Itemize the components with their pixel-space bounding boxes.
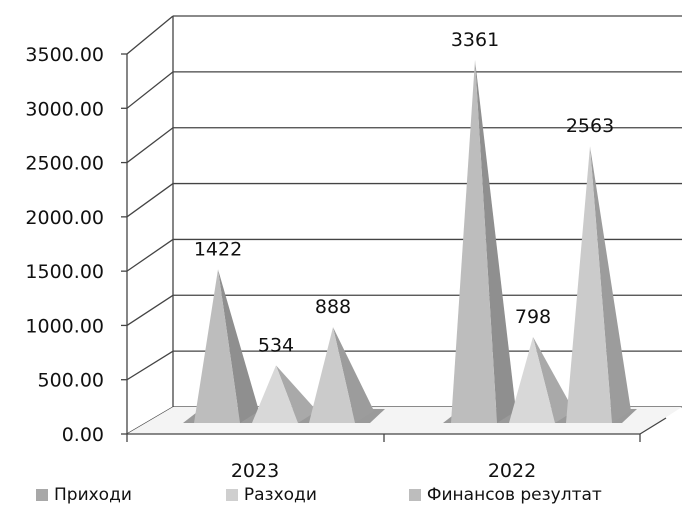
pyramid-side-face <box>276 365 317 423</box>
gridline-side <box>126 15 174 55</box>
y-tick-label: 1500.00 <box>25 261 104 283</box>
legend-item-prihodi: Приходи <box>36 485 132 505</box>
y-tick-label: 0.00 <box>62 424 104 446</box>
data-label: 2563 <box>566 115 614 137</box>
legend-item-razhodi: Разходи <box>225 485 317 505</box>
legend: Приходи Разходи Финансов резултат <box>36 484 676 506</box>
y-tick-label: 3000.00 <box>25 98 104 120</box>
pyramid-side-face <box>533 336 574 423</box>
pyramid-chart: 0.00 500.00 1000.00 1500.00 2000.00 2500.00 30… <box>25 15 682 482</box>
data-label: 1422 <box>194 238 242 260</box>
legend-swatch-razhodi <box>225 489 238 501</box>
pyramid-front-face <box>309 327 355 423</box>
gridline-side <box>126 127 174 164</box>
x-category-label: 2022 <box>488 460 536 482</box>
pyramid-side-face <box>475 60 516 424</box>
data-label: 888 <box>315 296 351 318</box>
gridline-side <box>126 183 174 218</box>
x-category-label: 2023 <box>231 460 279 482</box>
legend-label-finansov-rezultat: Финансов резултат <box>426 485 602 505</box>
chart-back-wall <box>126 15 682 435</box>
pyramid-front-face <box>451 60 497 424</box>
legend-item-finansov-rezultat: Финансов резултат <box>408 485 602 505</box>
gridline-side <box>126 294 174 326</box>
pyramid-side-face <box>333 327 374 423</box>
x-axis: 2023 2022 <box>126 433 641 482</box>
gridline-side <box>126 71 174 109</box>
pyramid-front-face <box>194 269 240 423</box>
legend-label-razhodi: Разходи <box>243 485 317 505</box>
pyramid-side-face <box>590 146 631 424</box>
legend-label-prihodi: Приходи <box>54 485 132 505</box>
data-label: 798 <box>515 306 551 328</box>
gridline-side <box>126 350 174 381</box>
pyramid-front-face <box>566 146 612 424</box>
data-marks: 1422 3361 534 798 888 2563 <box>194 29 631 424</box>
pyramid-front-face <box>252 365 298 423</box>
pyramid-side-face <box>218 269 259 423</box>
y-tick-label: 2500.00 <box>25 153 104 175</box>
y-tick-label: 3500.00 <box>25 44 104 66</box>
data-label: 534 <box>258 334 294 356</box>
y-tick-label: 2000.00 <box>25 207 104 229</box>
legend-swatch-prihodi <box>36 489 48 501</box>
y-tick-label: 500.00 <box>38 370 104 392</box>
y-axis: 0.00 500.00 1000.00 1500.00 2000.00 2500.00 30… <box>25 44 128 446</box>
floor-edge <box>639 417 667 435</box>
data-label: 3361 <box>451 29 499 51</box>
legend-swatch-finansov-rezultat <box>408 489 421 501</box>
pyramid-front-face <box>509 336 555 423</box>
gridline-side <box>126 238 174 272</box>
y-tick-label: 1000.00 <box>25 315 104 337</box>
